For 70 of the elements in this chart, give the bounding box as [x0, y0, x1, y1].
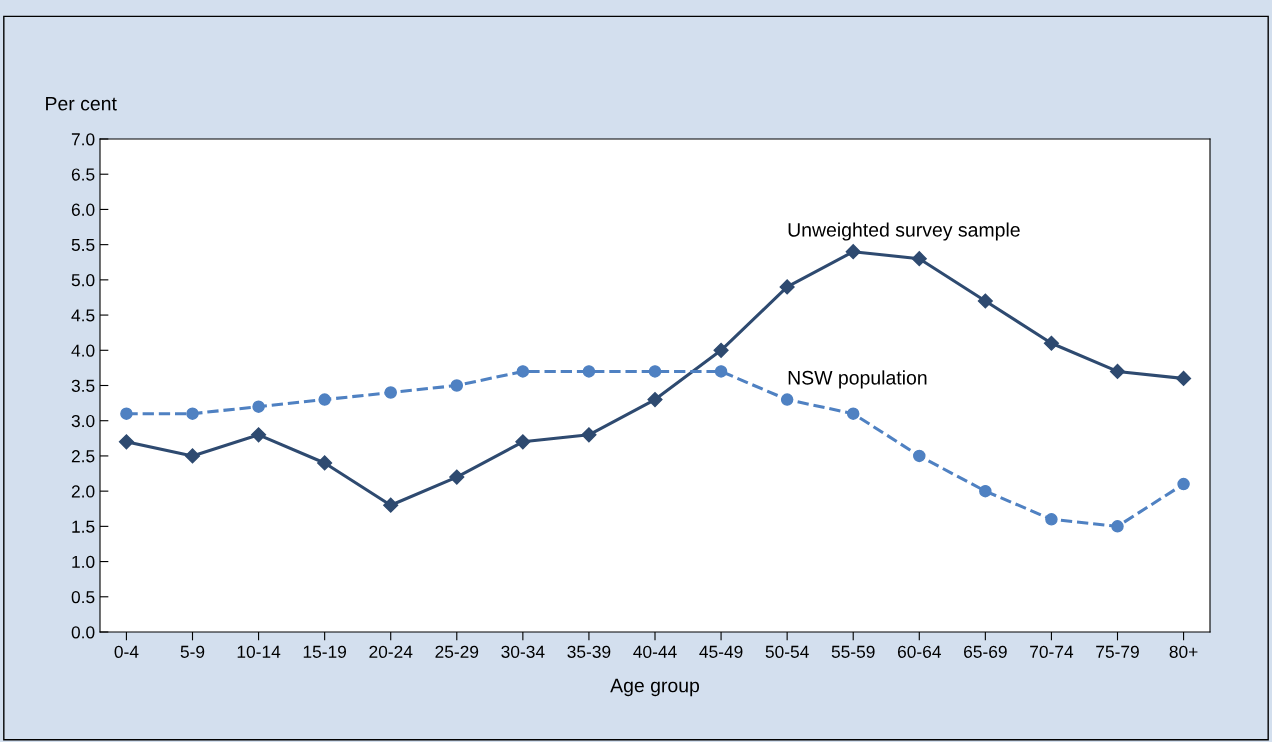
series-label: Unweighted survey sample [788, 222, 1020, 241]
point [186, 407, 199, 420]
x-axis-title: Age group [610, 678, 700, 697]
point [317, 455, 333, 471]
x-tick-label: 45-49 [699, 645, 743, 658]
x-tick-label: 5-9 [180, 645, 205, 658]
point [913, 449, 926, 463]
x-tick-label: 25-29 [435, 645, 479, 658]
point [979, 484, 992, 498]
x-tick-label: 20-24 [369, 645, 413, 658]
point [118, 434, 134, 450]
point [318, 393, 331, 406]
point [779, 279, 795, 295]
y-tick-label: 5.0 [71, 274, 95, 287]
point [450, 379, 464, 392]
y-tick-label: 6.5 [71, 168, 95, 181]
x-tick-label: 75-79 [1096, 645, 1139, 658]
point [846, 407, 860, 420]
point [714, 365, 728, 378]
x-tick-label: 15-19 [303, 645, 347, 658]
y-tick-label: 4.5 [71, 309, 95, 322]
point [184, 448, 201, 464]
point [120, 407, 133, 420]
y-axis-title: Per cent [46, 96, 117, 111]
x-tick-label: 80+ [1169, 645, 1198, 658]
point [648, 365, 662, 378]
x-tick-label: 60-64 [897, 645, 941, 658]
y-tick-label: 0.0 [71, 626, 95, 639]
y-tick-label: 3.5 [71, 379, 95, 392]
point [1176, 370, 1192, 387]
point [581, 427, 597, 443]
point [911, 251, 927, 267]
point [1177, 477, 1190, 491]
y-tick-label: 2.0 [71, 485, 95, 498]
x-tick-label: 55-59 [831, 645, 875, 658]
x-tick-label: 70-74 [1030, 645, 1074, 658]
y-tick-label: 1.0 [72, 555, 95, 569]
point [516, 365, 530, 378]
point [977, 293, 993, 309]
series-label: NSW population [788, 370, 927, 389]
point [383, 497, 399, 513]
point [251, 427, 267, 443]
point [384, 386, 397, 399]
x-tick-label: 35-39 [567, 645, 611, 658]
y-tick-label: 2.5 [71, 450, 95, 463]
y-tick-label: 5.5 [71, 238, 95, 252]
point [449, 469, 465, 485]
point [1043, 335, 1059, 351]
y-tick-label: 3.0 [71, 414, 95, 428]
y-tick-label: 1.5 [72, 520, 95, 533]
y-tick-label: 7.0 [71, 133, 95, 146]
x-tick-label: 40-44 [633, 645, 677, 658]
point [1109, 363, 1126, 379]
point [1045, 513, 1058, 526]
point [713, 342, 729, 358]
point [647, 392, 663, 408]
y-tick-label: 6.0 [71, 203, 95, 216]
x-tick-label: 0-4 [114, 645, 139, 658]
point [252, 400, 265, 413]
point [1111, 520, 1124, 533]
y-tick-label: 4.0 [71, 344, 95, 357]
point [780, 393, 794, 406]
y-tick-label: 0.5 [71, 590, 95, 604]
point [845, 244, 861, 260]
x-tick-label: 10-14 [237, 645, 281, 658]
point [515, 434, 531, 450]
x-tick-label: 50-54 [765, 645, 809, 658]
x-tick-label: 65-69 [964, 645, 1007, 658]
x-tick-label: 30-34 [501, 645, 545, 658]
point [582, 365, 596, 378]
